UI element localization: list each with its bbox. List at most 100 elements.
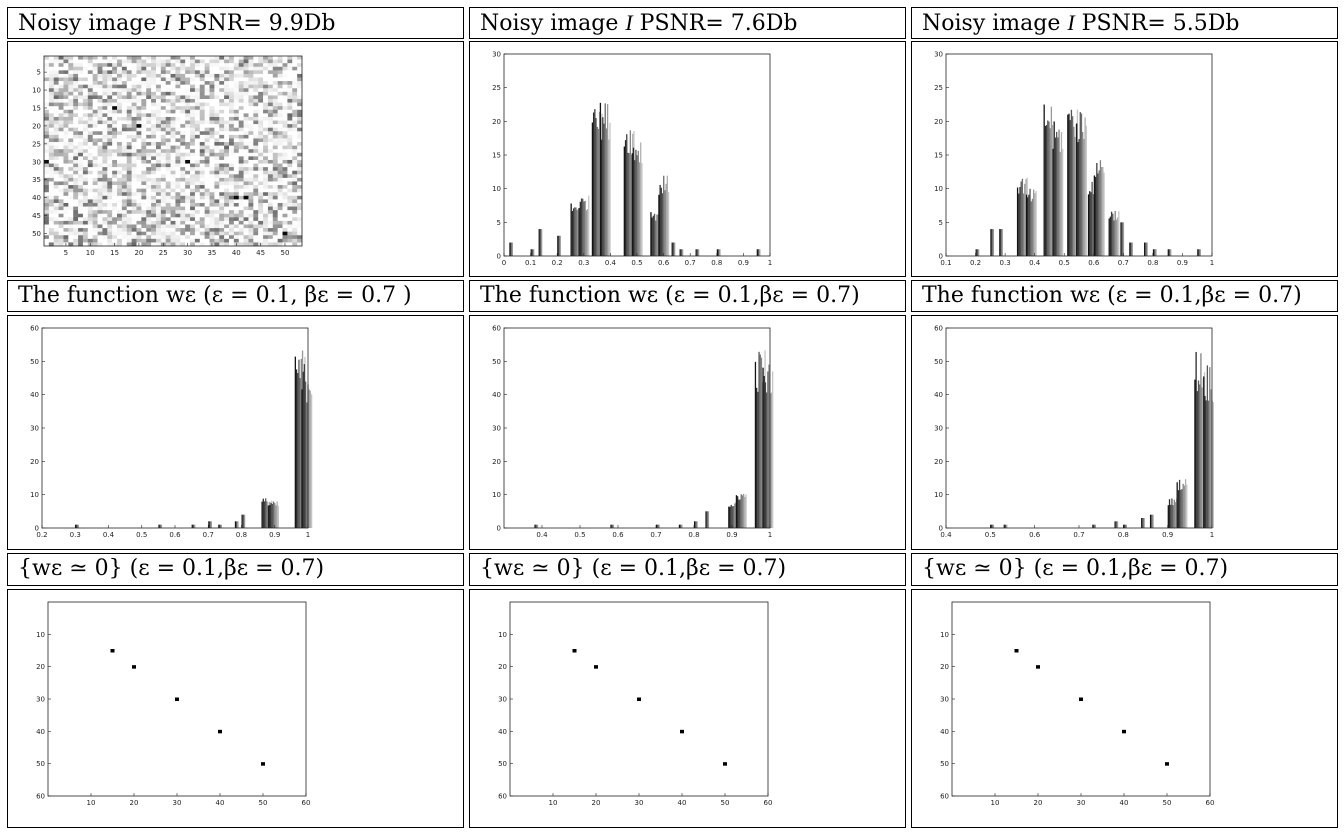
heatmap-pixel	[136, 88, 142, 93]
heatmap-pixel	[155, 217, 162, 222]
heatmap-pixel	[170, 181, 176, 186]
bar	[1092, 524, 1096, 528]
heatmap-pixel	[151, 127, 157, 132]
heatmap-pixel	[117, 102, 123, 107]
heatmap-pixel	[87, 156, 93, 161]
heatmap-pixel	[190, 235, 196, 240]
heatmap-pixel	[263, 156, 269, 161]
heatmap-pixel	[102, 217, 108, 222]
heatmap-pixel	[277, 217, 283, 222]
heatmap-pixel	[78, 88, 84, 93]
heatmap-pixel	[165, 156, 171, 161]
heatmap-pixel	[204, 77, 210, 82]
heatmap-pixel	[277, 63, 283, 68]
heatmap-pixel	[297, 116, 303, 121]
bar-strip	[1031, 198, 1034, 256]
heatmap-pixel	[287, 220, 293, 225]
heatmap-pixel	[155, 206, 162, 211]
heatmap-pixel	[155, 185, 162, 189]
heatmap-pixel	[112, 181, 118, 186]
heatmap-pixel	[204, 188, 210, 193]
heatmap-pixel	[136, 192, 142, 197]
heatmap-pixel	[141, 120, 147, 125]
heatmap-pixel	[277, 99, 283, 103]
heatmap-pixel	[82, 131, 89, 136]
heatmap-pixel	[82, 116, 89, 121]
heatmap-pixel	[155, 120, 162, 125]
heatmap-pixel	[263, 231, 269, 236]
heatmap-pixel	[141, 109, 147, 114]
bar-strip	[1092, 524, 1094, 528]
heatmap-pixel	[214, 142, 220, 146]
heatmap-pixel	[175, 217, 181, 222]
heatmap-pixel	[121, 202, 128, 207]
heatmap-pixel	[292, 156, 298, 161]
heatmap-pixel	[277, 149, 283, 154]
heatmap-pixel	[126, 202, 132, 207]
heatmap-pixel	[190, 181, 196, 186]
heatmap-pixel	[199, 177, 205, 182]
bar-strip	[263, 501, 266, 528]
heatmap-pixel	[107, 149, 113, 154]
heatmap-pixel	[136, 127, 142, 132]
bar-strip	[1124, 524, 1126, 528]
bar-strip	[1172, 505, 1174, 528]
heatmap-pixel	[97, 56, 103, 60]
heatmap-pixel	[53, 120, 59, 125]
heatmap-pixel	[44, 174, 50, 179]
heatmap-pixel	[209, 152, 215, 157]
x-tick-label: 0.2	[552, 259, 563, 267]
heatmap-pixel	[238, 235, 244, 240]
heatmap-pixel	[63, 81, 69, 85]
heatmap-pixel	[141, 73, 147, 78]
heatmap-pixel	[97, 217, 103, 222]
heatmap-pixel	[141, 59, 147, 64]
heatmap-pixel	[233, 152, 240, 157]
heatmap-pixel	[160, 56, 166, 60]
heatmap-pixel	[248, 59, 254, 64]
heatmap-pixel	[136, 152, 142, 157]
heatmap-pixel	[126, 120, 132, 125]
scatter-point	[218, 729, 222, 734]
heatmap-pixel	[126, 156, 132, 161]
heatmap-pixel	[292, 167, 298, 172]
bar-strip	[1183, 485, 1186, 528]
heatmap-pixel	[180, 113, 186, 118]
heatmap-pixel	[48, 142, 55, 146]
heatmap-pixel	[107, 106, 113, 111]
heatmap-pixel	[267, 206, 274, 211]
heatmap-pixel	[48, 138, 55, 143]
heatmap-pixel	[131, 159, 137, 164]
heatmap-pixel	[121, 159, 128, 164]
heatmap-pixel	[155, 131, 162, 136]
heatmap-pixel	[253, 224, 259, 229]
heatmap-pixel	[272, 134, 278, 139]
heatmap-pixel	[267, 149, 274, 154]
x-tick-label: 40	[1120, 799, 1129, 807]
heatmap-pixel	[194, 202, 201, 207]
heatmap-pixel	[63, 56, 69, 60]
heatmap-pixel	[58, 124, 64, 128]
bar-strip	[160, 524, 163, 528]
heatmap-pixel	[190, 213, 196, 218]
heatmap-pixel	[112, 138, 118, 143]
bar	[599, 102, 611, 256]
heatmap-pixel	[97, 127, 103, 132]
heatmap-pixel	[141, 56, 147, 60]
heatmap-pixel	[58, 102, 64, 107]
heatmap-pixel	[141, 231, 147, 236]
heatmap-pixel	[199, 106, 205, 111]
heatmap-pixel	[48, 192, 55, 197]
heatmap-pixel	[185, 84, 191, 89]
heatmap-pixel	[282, 202, 288, 207]
heatmap-pixel	[136, 145, 142, 150]
heatmap-pixel	[277, 127, 283, 132]
bar-strip	[220, 524, 222, 528]
heatmap-pixel	[185, 195, 191, 200]
heatmap-pixel	[292, 195, 298, 200]
heatmap-pixel	[258, 199, 264, 204]
heatmap-pixel	[126, 88, 132, 93]
heatmap-pixel	[248, 120, 254, 125]
heatmap-pixel	[92, 174, 98, 179]
heatmap-pixel	[175, 59, 181, 64]
